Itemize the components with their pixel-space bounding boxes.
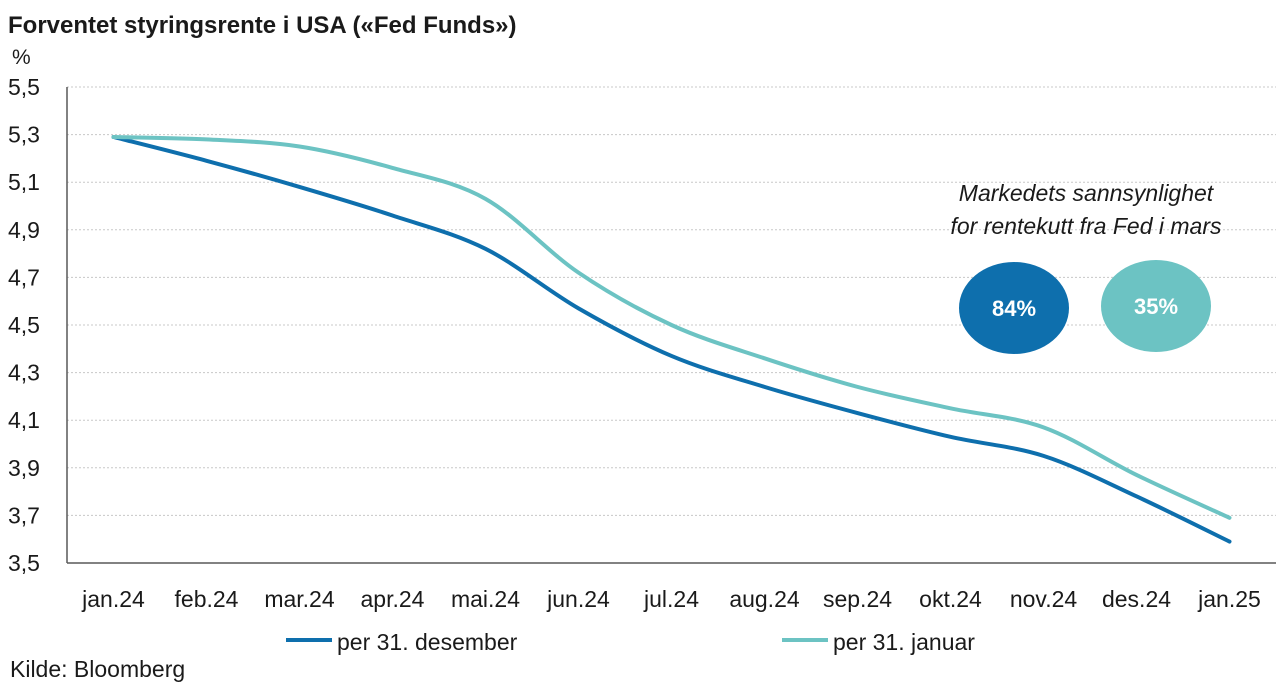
x-tick-label: sep.24 (823, 586, 892, 612)
series-lines (111, 134, 1232, 544)
y-axis-ticks: 5,5 5,3 5,1 4,9 4,7 4,5 4,3 4,1 3,9 3,7 3,5 (8, 74, 40, 576)
x-tick-label: jul.24 (643, 586, 699, 612)
y-tick-label: 3,7 (8, 502, 40, 528)
x-tick-label: jan.25 (1197, 586, 1261, 612)
source-note: Kilde: Bloomberg (10, 656, 185, 682)
x-tick-label: aug.24 (729, 586, 800, 612)
probability-badge-december (959, 262, 1069, 354)
annotation-line-2: for rentekutt fra Fed i mars (951, 213, 1222, 239)
y-tick-label: 4,5 (8, 312, 40, 338)
annotation: Markedets sannsynlighet for rentekutt fr… (951, 180, 1222, 354)
x-tick-label: apr.24 (361, 586, 425, 612)
chart-title: Forventet styringsrente i USA («Fed Fund… (8, 12, 517, 39)
y-tick-label: 5,1 (8, 169, 40, 195)
probability-badge-january (1101, 260, 1211, 352)
probability-badge-january-label: 35% (1134, 294, 1178, 319)
x-tick-label: mar.24 (264, 586, 335, 612)
x-tick-label: mai.24 (451, 586, 520, 612)
x-axis-ticks: jan.24 feb.24 mar.24 apr.24 mai.24 jun.24 jul.… (81, 586, 1261, 612)
legend: per 31. desember per 31. januar (286, 629, 975, 655)
x-tick-label: jan.24 (81, 586, 145, 612)
series-line-january (111, 134, 1232, 520)
series-line-december (111, 134, 1232, 544)
y-tick-label: 3,9 (8, 455, 40, 481)
y-unit-label: % (12, 46, 31, 69)
y-tick-label: 4,7 (8, 264, 40, 290)
legend-label-december: per 31. desember (337, 629, 518, 655)
x-tick-label: jun.24 (546, 586, 610, 612)
x-tick-label: okt.24 (919, 586, 982, 612)
y-tick-label: 4,3 (8, 360, 40, 386)
annotation-line-1: Markedets sannsynlighet (959, 180, 1215, 206)
gridlines (67, 86, 1276, 516)
y-tick-label: 4,1 (8, 407, 40, 433)
y-tick-label: 4,9 (8, 217, 40, 243)
y-tick-label: 3,5 (8, 550, 40, 576)
x-tick-label: feb.24 (175, 586, 239, 612)
y-tick-label: 5,3 (8, 122, 40, 148)
y-tick-label: 5,5 (8, 74, 40, 100)
x-tick-label: nov.24 (1010, 586, 1078, 612)
x-tick-label: des.24 (1102, 586, 1171, 612)
probability-badge-december-label: 84% (992, 296, 1036, 321)
legend-label-january: per 31. januar (833, 629, 975, 655)
